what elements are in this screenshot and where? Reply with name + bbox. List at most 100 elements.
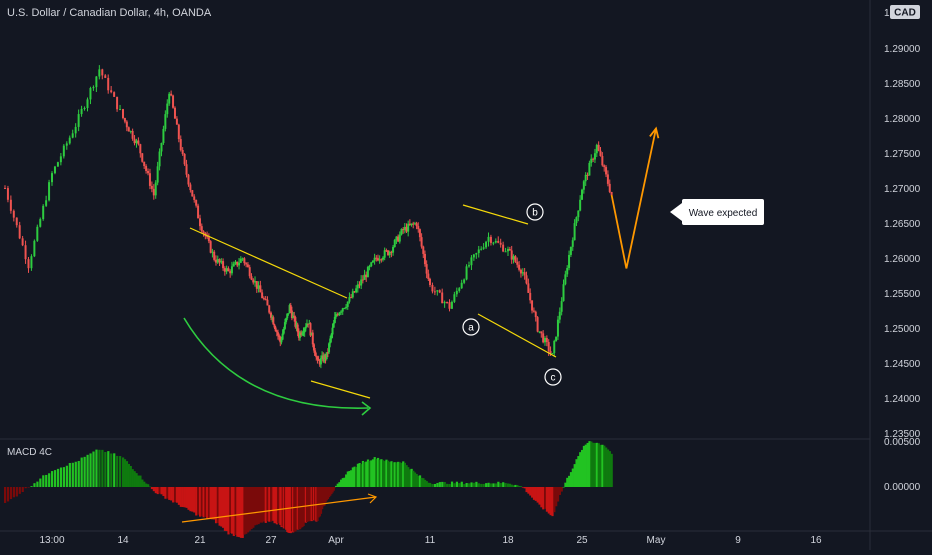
candle-body <box>299 332 302 338</box>
forecast-path[interactable] <box>610 128 657 269</box>
x-tick-label: 11 <box>425 535 436 546</box>
candle-body <box>564 274 567 285</box>
candle-body <box>351 291 354 298</box>
candle-body <box>300 332 303 335</box>
candle-body <box>92 87 95 89</box>
candle-body <box>218 259 221 263</box>
macd-bar <box>276 487 280 524</box>
candle-body <box>211 251 214 253</box>
wedge-upper-line[interactable] <box>189 227 348 299</box>
candle-body <box>343 307 346 309</box>
macd-bar <box>181 487 184 508</box>
macd-bar <box>584 444 587 487</box>
macd-bar <box>216 487 219 523</box>
macd-bar <box>397 461 400 487</box>
wave-label-a[interactable]: a <box>462 318 480 336</box>
macd-bar <box>599 444 602 487</box>
macd-bar <box>288 487 291 534</box>
candle-body <box>472 254 475 258</box>
candle-body <box>234 261 237 264</box>
macd-bar <box>519 486 523 487</box>
candle-body <box>160 143 163 152</box>
macd-bar <box>460 481 463 487</box>
macd-bar <box>282 487 285 529</box>
candle-body <box>427 273 430 279</box>
candle-body <box>295 324 298 327</box>
candle-body <box>317 359 320 361</box>
macd-bar <box>395 462 398 487</box>
macd-bar <box>274 487 277 524</box>
macd-bar <box>211 487 214 520</box>
macd-bar <box>292 487 295 533</box>
wave-label-c[interactable]: c <box>544 368 562 386</box>
x-tick-label: 16 <box>810 535 822 546</box>
candle-body <box>398 234 401 242</box>
macd-bar <box>407 467 410 487</box>
candle-body <box>129 130 132 132</box>
candle-body <box>229 271 232 274</box>
macd-bar <box>545 487 549 512</box>
x-tick-label: May <box>647 535 666 546</box>
candle-body <box>225 268 228 272</box>
macd-bar <box>458 483 461 487</box>
macd-bar <box>39 478 42 487</box>
currency-badge[interactable] <box>890 5 920 19</box>
wedge-lower-line[interactable] <box>310 380 371 399</box>
candle-body <box>183 153 186 165</box>
macd-bar <box>603 445 606 487</box>
wave-expected-callout[interactable]: Wave expected <box>670 199 764 225</box>
candle-body <box>544 337 546 343</box>
candle-body <box>470 257 473 266</box>
green-arc[interactable] <box>183 317 369 409</box>
candle-body <box>39 219 42 227</box>
candle-body <box>588 162 591 176</box>
macd-bar <box>170 487 173 501</box>
channel-upper-line[interactable] <box>462 204 529 225</box>
macd-divergence-line[interactable] <box>181 496 377 523</box>
y-tick-label: 1.27000 <box>884 184 921 195</box>
macd-bar <box>238 487 241 538</box>
candle-body <box>261 292 264 299</box>
candle-body <box>309 323 312 336</box>
candle-body <box>556 319 559 337</box>
candle-body <box>368 266 371 268</box>
candle-body <box>164 114 167 129</box>
macd-bar <box>420 477 423 487</box>
candle-body <box>350 297 353 299</box>
macd-bar <box>378 459 381 487</box>
macd-bar <box>412 470 415 487</box>
macd-bar <box>494 483 498 487</box>
macd-bar <box>24 487 27 489</box>
macd-bar <box>147 484 150 487</box>
macd-bar <box>98 449 101 487</box>
candle-body <box>246 264 249 268</box>
candle-body <box>177 124 180 140</box>
candle-body <box>438 290 441 293</box>
macd-bar <box>305 487 309 522</box>
macd-bar <box>303 487 306 523</box>
macd-bar <box>135 473 138 487</box>
candle-body <box>148 173 151 186</box>
wave-label-b[interactable]: b <box>526 203 544 221</box>
candle-body <box>608 183 611 192</box>
macd-bar <box>122 457 125 487</box>
macd-bar <box>104 451 107 487</box>
candle-body <box>402 229 405 231</box>
channel-lower-line[interactable] <box>477 313 557 358</box>
candle-body <box>259 285 262 293</box>
macd-bar <box>139 475 142 487</box>
candle-body <box>568 254 571 268</box>
macd-bar <box>417 475 420 487</box>
candle-body <box>573 223 576 241</box>
candle-body <box>255 281 258 289</box>
candle-body <box>243 258 246 264</box>
macd-bar <box>207 487 211 520</box>
candle-body <box>286 313 289 319</box>
wave-label-text: c <box>551 373 556 384</box>
macd-bar <box>586 442 589 487</box>
macd-bar <box>588 441 591 487</box>
candle-body <box>346 301 349 307</box>
candle-body <box>135 140 138 144</box>
macd-bar <box>340 479 343 487</box>
